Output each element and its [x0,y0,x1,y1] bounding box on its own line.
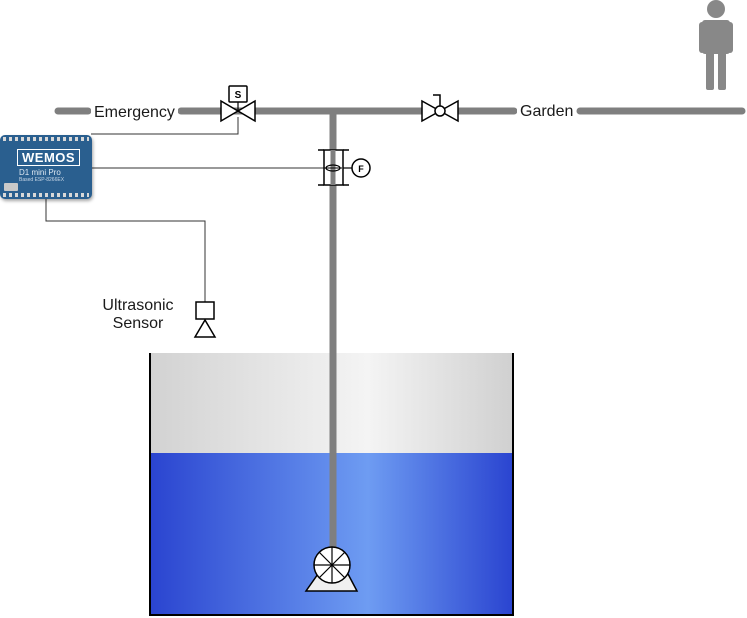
flow-meter-label: F [358,164,364,174]
solenoid-valve-label: S [235,90,242,101]
emergency-label: Emergency [91,104,178,122]
board-pin-header-bottom [3,193,89,197]
board-pin-header-top [3,137,89,141]
wire-ultrasonic [45,198,206,302]
wire-solenoid [91,117,239,135]
board-reset-button [4,183,18,191]
garden-label: Garden [517,103,577,121]
ultrasonic-label-line2: Sensor [112,315,164,332]
pump-icon [304,546,359,592]
manual-valve-icon [421,94,459,123]
board-model-label: D1 mini Pro [19,168,61,177]
control-wires [45,117,325,302]
ultrasonic-sensor-icon [193,301,217,338]
solenoid-valve-icon [220,85,256,123]
microcontroller-icon: WEMOS D1 mini Pro Based ESP-8266EX [0,135,92,199]
board-sub-label: Based ESP-8266EX [19,177,65,183]
board-brand-label: WEMOS [17,149,81,166]
ultrasonic-label-line1: Ultrasonic [102,297,174,314]
person-icon [699,0,733,90]
flow-meter-icon [318,149,371,186]
tank-wall [149,353,514,616]
ultrasonic-sensor-label: Ultrasonic Sensor [88,297,188,333]
